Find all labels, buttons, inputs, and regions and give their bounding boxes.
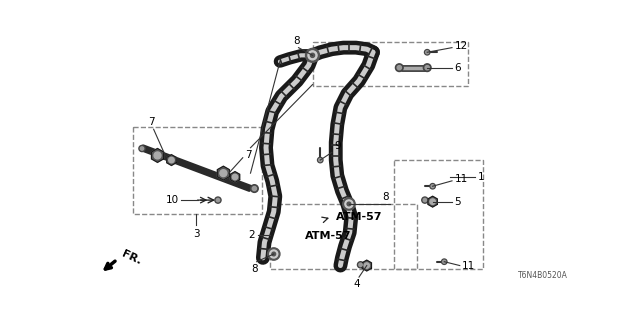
- Polygon shape: [167, 155, 176, 165]
- Circle shape: [396, 64, 403, 71]
- Text: 8: 8: [294, 36, 300, 46]
- Circle shape: [269, 250, 278, 258]
- Text: ATM-57: ATM-57: [336, 212, 382, 222]
- Circle shape: [359, 263, 362, 267]
- Circle shape: [424, 50, 430, 55]
- Circle shape: [216, 198, 220, 202]
- Circle shape: [220, 170, 227, 177]
- Text: 8: 8: [251, 264, 258, 274]
- Text: 12: 12: [454, 41, 468, 51]
- Circle shape: [215, 197, 221, 203]
- Circle shape: [272, 252, 276, 256]
- Text: 7: 7: [148, 117, 155, 127]
- Circle shape: [232, 174, 237, 180]
- Text: 3: 3: [193, 229, 200, 239]
- Circle shape: [443, 260, 445, 263]
- Circle shape: [305, 48, 319, 62]
- Circle shape: [345, 200, 353, 208]
- Circle shape: [426, 51, 429, 54]
- Circle shape: [364, 263, 369, 268]
- Circle shape: [423, 64, 431, 71]
- Text: 5: 5: [454, 196, 461, 207]
- Circle shape: [430, 199, 435, 204]
- Circle shape: [317, 157, 323, 163]
- Circle shape: [308, 51, 317, 60]
- Text: 7: 7: [245, 150, 252, 160]
- Circle shape: [397, 66, 401, 70]
- Text: 8: 8: [382, 192, 388, 203]
- Polygon shape: [428, 196, 437, 207]
- Text: 6: 6: [454, 63, 461, 73]
- Text: 10: 10: [166, 195, 179, 205]
- Circle shape: [442, 259, 447, 264]
- Circle shape: [310, 53, 315, 57]
- Circle shape: [319, 159, 322, 162]
- Polygon shape: [218, 166, 229, 180]
- Circle shape: [268, 248, 280, 260]
- Polygon shape: [152, 148, 164, 162]
- Polygon shape: [230, 172, 240, 182]
- Text: 11: 11: [454, 174, 468, 184]
- Text: 2: 2: [248, 230, 255, 240]
- Circle shape: [169, 157, 174, 163]
- Text: ATM-57: ATM-57: [305, 231, 351, 241]
- Text: 9: 9: [334, 141, 341, 151]
- Circle shape: [430, 184, 435, 189]
- Text: FR.: FR.: [120, 249, 143, 267]
- Circle shape: [347, 202, 351, 206]
- Circle shape: [425, 66, 429, 70]
- Circle shape: [343, 198, 355, 210]
- Polygon shape: [362, 260, 371, 271]
- Circle shape: [250, 185, 259, 192]
- Circle shape: [252, 187, 257, 191]
- Circle shape: [139, 145, 145, 152]
- Circle shape: [423, 198, 427, 202]
- Circle shape: [422, 197, 428, 203]
- Circle shape: [431, 185, 434, 188]
- Circle shape: [154, 152, 161, 159]
- Text: 11: 11: [462, 260, 476, 270]
- Text: 4: 4: [353, 279, 360, 289]
- Circle shape: [140, 147, 144, 150]
- Text: T6N4B0520A: T6N4B0520A: [518, 271, 568, 280]
- Circle shape: [358, 262, 364, 268]
- Text: 1: 1: [477, 172, 484, 182]
